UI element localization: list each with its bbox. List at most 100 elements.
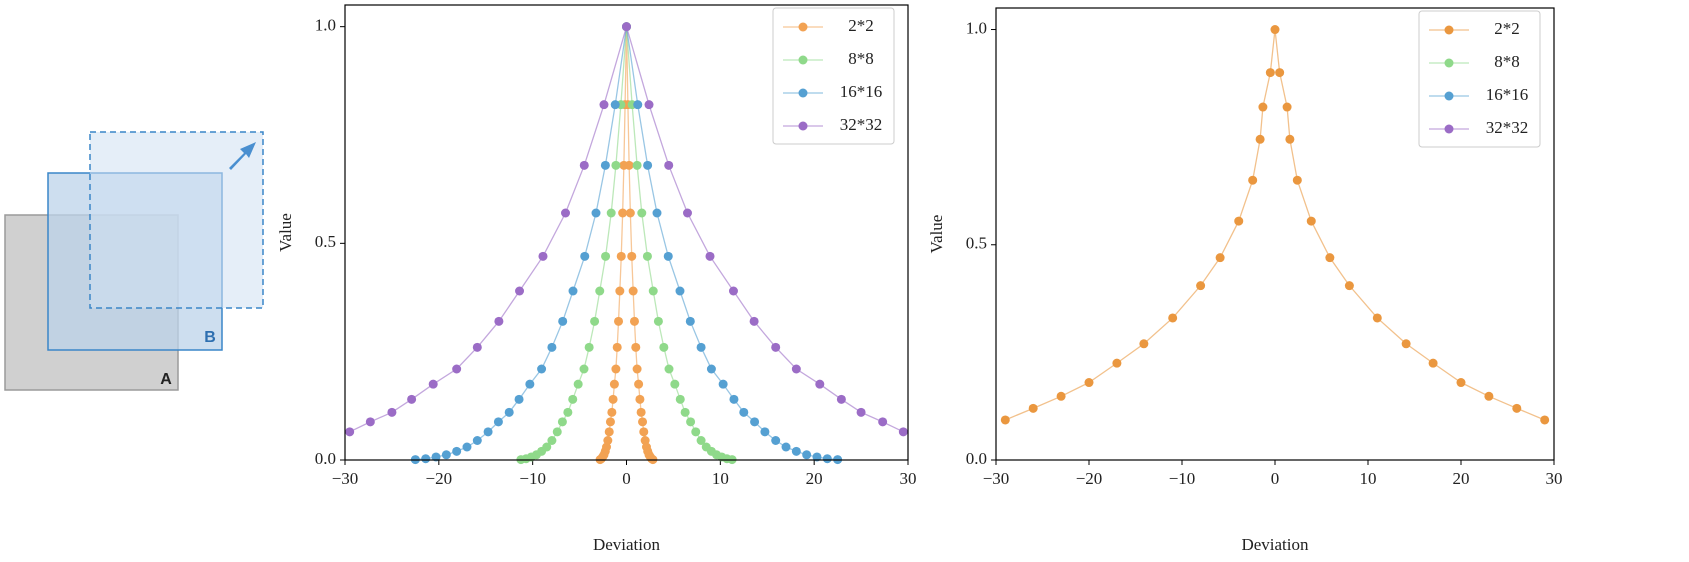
data-point — [685, 316, 695, 326]
data-point — [590, 316, 600, 326]
data-point — [580, 251, 590, 261]
data-point — [568, 394, 578, 404]
data-point — [653, 316, 663, 326]
data-point — [1275, 68, 1285, 78]
data-point — [600, 160, 610, 170]
data-point — [1282, 102, 1292, 112]
data-point — [1540, 415, 1550, 425]
x-tick-label: 30 — [900, 469, 917, 488]
data-point — [1325, 253, 1335, 263]
data-point — [1456, 378, 1466, 388]
data-point — [642, 251, 652, 261]
data-point — [504, 407, 514, 417]
y-tick-label: 1.0 — [315, 16, 336, 35]
data-point — [387, 407, 397, 417]
label-a: A — [160, 371, 172, 388]
x-tick-label: −30 — [983, 469, 1010, 488]
data-point — [584, 342, 594, 352]
data-point — [648, 286, 658, 296]
chart: −30 −20 −10 0 10 20 30 0.0 0.5 1.0 Deviation Value 2… — [927, 7, 1563, 554]
legend-frame — [772, 7, 895, 145]
data-point — [547, 342, 557, 352]
legend-label: 2*2 — [848, 16, 874, 35]
data-point — [345, 427, 355, 437]
data-point — [629, 316, 639, 326]
data-point — [675, 394, 685, 404]
data-point — [1196, 281, 1206, 291]
data-point — [705, 251, 715, 261]
data-point — [525, 379, 535, 389]
data-point — [616, 251, 626, 261]
legend-marker — [1444, 124, 1454, 134]
data-point — [1255, 134, 1265, 144]
data-point — [557, 417, 567, 427]
data-point — [428, 379, 438, 389]
x-tick-label: 20 — [1453, 469, 1470, 488]
data-point — [542, 442, 552, 452]
data-point — [637, 208, 647, 218]
data-point — [1285, 134, 1295, 144]
data-point — [538, 251, 548, 261]
legend-frame — [1418, 10, 1541, 148]
data-point — [1084, 378, 1094, 388]
data-point — [607, 407, 617, 417]
y-axis-label: Value — [927, 215, 946, 254]
data-point — [663, 251, 673, 261]
legend-marker — [798, 55, 808, 65]
data-point — [791, 446, 801, 456]
data-point — [611, 160, 621, 170]
legend: 2*2 8*8 16*16 32*32 — [772, 7, 895, 145]
data-point — [664, 160, 674, 170]
data-point — [878, 417, 888, 427]
data-point — [573, 379, 583, 389]
x-axis-label: Deviation — [593, 535, 661, 554]
data-point — [680, 407, 690, 417]
data-point — [615, 286, 625, 296]
data-point — [739, 407, 749, 417]
data-point — [652, 208, 662, 218]
data-point — [1401, 339, 1411, 349]
data-point — [1484, 391, 1494, 401]
data-point — [664, 364, 674, 374]
data-point — [898, 427, 908, 437]
x-tick-label: −10 — [1169, 469, 1196, 488]
data-point — [749, 316, 759, 326]
data-point — [696, 436, 706, 445]
legend-marker — [798, 121, 808, 131]
legend: 2*2 8*8 16*16 32*32 — [1418, 10, 1541, 148]
data-point — [691, 427, 701, 437]
data-point — [591, 208, 601, 218]
x-tick-label: −20 — [1076, 469, 1103, 488]
data-point — [1270, 25, 1280, 35]
legend-label: 8*8 — [1494, 52, 1520, 71]
data-point — [636, 407, 646, 417]
data-point — [836, 394, 846, 404]
data-point — [552, 427, 562, 437]
data-point — [1292, 175, 1302, 185]
data-point — [407, 394, 417, 404]
chart: −30 −20 −10 0 10 20 30 0.0 0.5 1.0 Deviation Value 2… — [276, 4, 917, 554]
legend-label: 8*8 — [848, 49, 874, 68]
data-point — [452, 446, 462, 456]
data-point — [639, 427, 649, 437]
legend-label: 2*2 — [1494, 19, 1520, 38]
y-tick-label: 0.0 — [966, 449, 987, 468]
series-line — [520, 26, 733, 461]
data-point — [608, 394, 618, 404]
x-tick-label: −20 — [426, 469, 453, 488]
x-tick-label: 20 — [806, 469, 823, 488]
data-point — [675, 286, 685, 296]
data-point — [421, 454, 431, 464]
data-point — [638, 417, 648, 427]
data-point — [718, 379, 728, 389]
data-point — [771, 342, 781, 352]
data-point — [631, 342, 641, 352]
data-point — [595, 286, 605, 296]
y-axis-label: Value — [276, 213, 295, 252]
data-point — [728, 286, 738, 296]
data-point — [634, 379, 644, 389]
data-point — [802, 450, 812, 460]
data-point — [568, 286, 578, 296]
data-point — [612, 342, 622, 352]
data-point — [632, 160, 642, 170]
